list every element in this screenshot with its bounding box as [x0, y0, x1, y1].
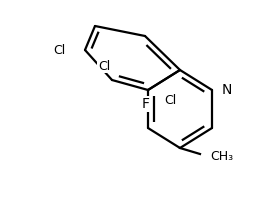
Text: Cl: Cl	[53, 44, 65, 56]
Text: N: N	[222, 83, 232, 97]
Text: CH₃: CH₃	[210, 149, 233, 163]
Text: F: F	[142, 97, 150, 111]
Text: Cl: Cl	[164, 93, 176, 107]
Text: Cl: Cl	[98, 60, 110, 72]
